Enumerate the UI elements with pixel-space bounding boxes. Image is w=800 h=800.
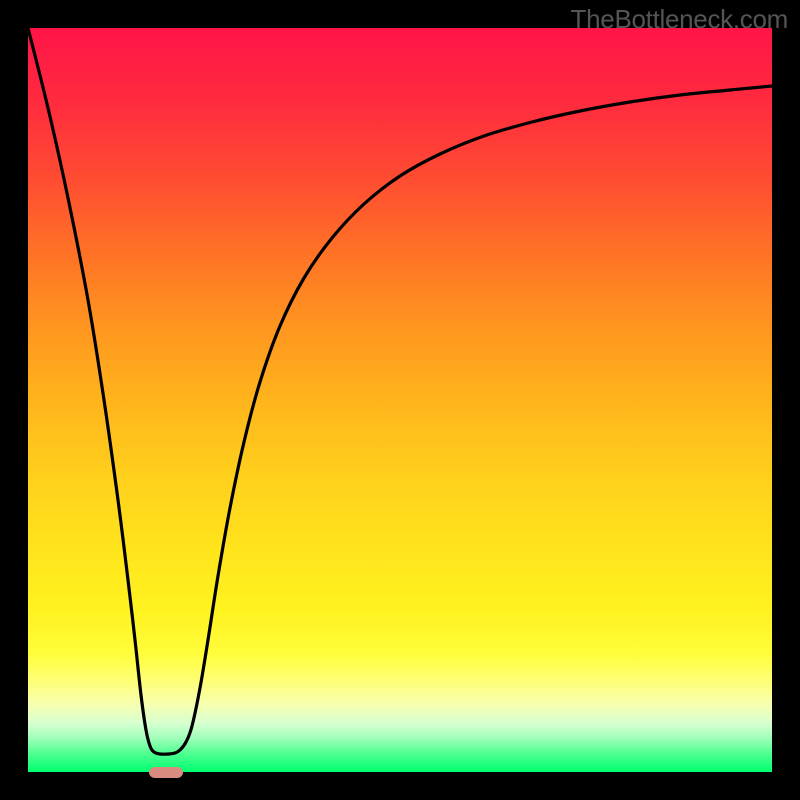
chart-canvas xyxy=(0,0,800,800)
bottleneck-chart: TheBottleneck.com xyxy=(0,0,800,800)
optimal-marker xyxy=(149,767,183,778)
watermark-text: TheBottleneck.com xyxy=(571,4,788,35)
plot-area xyxy=(28,28,772,772)
